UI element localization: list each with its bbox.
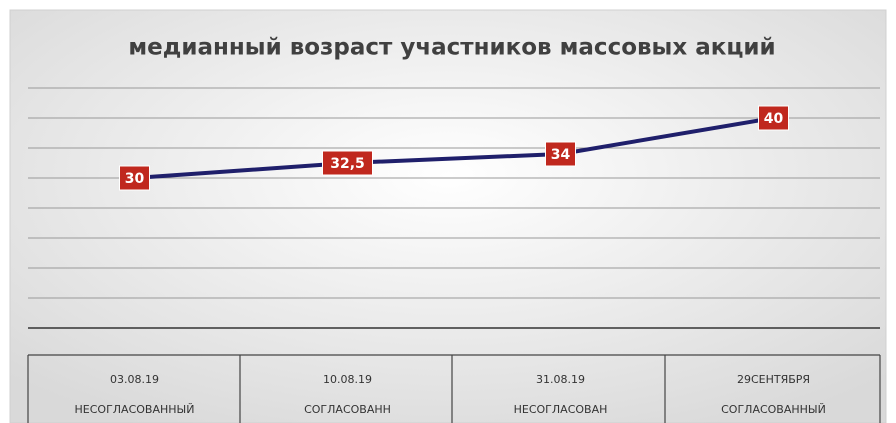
x-tick-sublabel: СОГЛАСОВАННЫЙ (721, 403, 826, 416)
value-label: 40 (764, 111, 784, 127)
value-label-box (758, 105, 789, 131)
x-tick-sublabel: НЕСОГЛАСОВАННЫЙ (75, 403, 195, 416)
x-tick-label: 10.08.19 (323, 373, 372, 386)
x-tick-sublabel: НЕСОГЛАСОВАН (514, 403, 608, 416)
chart-title: медианный возраст участников массовых ак… (128, 35, 775, 61)
value-label-box (119, 165, 150, 191)
value-label: 32,5 (330, 156, 365, 172)
x-tick-sublabel: СОГЛАСОВАНН (304, 403, 391, 416)
x-tick-label: 31.08.19 (536, 373, 585, 386)
value-label-box (545, 141, 576, 167)
x-tick-label: 29СЕНТЯБРЯ (737, 373, 810, 386)
value-label: 30 (125, 171, 145, 187)
data-line (134, 116, 774, 180)
value-label: 34 (551, 147, 571, 163)
value-label-box (322, 150, 373, 176)
x-tick-label: 03.08.19 (110, 373, 159, 386)
category-table (27, 354, 881, 423)
chart-background (9, 9, 887, 423)
